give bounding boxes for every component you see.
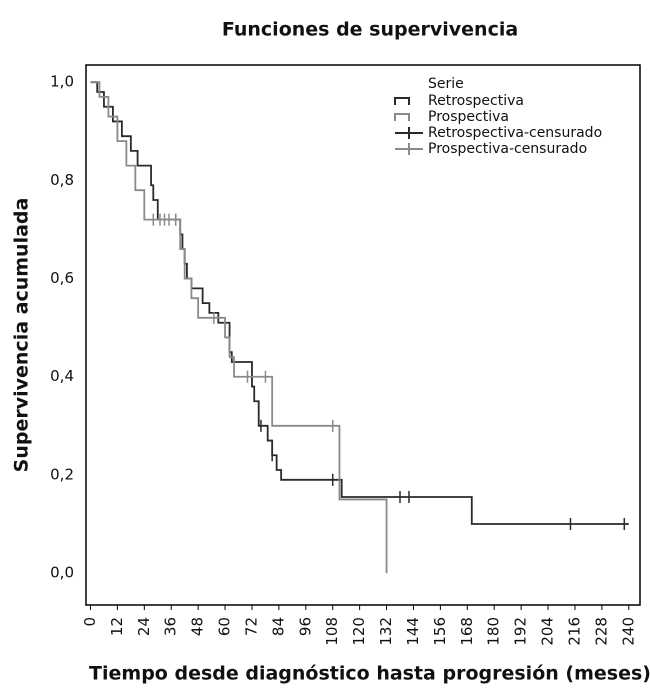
y-tick-label: 1,0 xyxy=(50,73,74,91)
y-tick-label: 0,6 xyxy=(50,269,74,287)
x-tick-label: 240 xyxy=(619,617,637,646)
legend-swatch xyxy=(394,113,410,121)
legend-label: Prospectiva-censurado xyxy=(428,141,587,157)
x-tick-label: 0 xyxy=(81,617,99,627)
x-tick-label: 144 xyxy=(404,617,422,646)
survival-line xyxy=(90,81,388,574)
legend-title: Serie xyxy=(428,76,464,92)
plot-frame xyxy=(85,64,641,606)
y-tick-label: 0,0 xyxy=(50,564,74,582)
x-tick-label: 48 xyxy=(189,617,207,636)
x-tick-label: 108 xyxy=(323,617,341,646)
x-tick-label: 168 xyxy=(458,617,476,646)
x-axis-label: Tiempo desde diagnóstico hasta progresió… xyxy=(89,663,650,685)
y-tick-label: 0,8 xyxy=(50,171,74,189)
x-tick-label: 180 xyxy=(485,617,503,646)
legend-swatch xyxy=(394,97,410,105)
x-tick-label: 192 xyxy=(512,617,530,646)
x-tick-label: 12 xyxy=(108,617,126,636)
chart-title: Funciones de supervivencia xyxy=(222,19,518,41)
legend-label: Retrospectiva-censurado xyxy=(428,125,602,141)
x-tick-label: 96 xyxy=(296,617,314,636)
x-tick-label: 228 xyxy=(592,617,610,646)
x-tick-label: 120 xyxy=(350,617,368,646)
x-tick-label: 36 xyxy=(162,617,180,636)
legend-label: Prospectiva xyxy=(428,109,509,125)
x-tick-label: 60 xyxy=(216,617,234,636)
y-tick-label: 0,2 xyxy=(50,465,74,483)
x-tick-label: 156 xyxy=(431,617,449,646)
x-tick-label: 24 xyxy=(135,617,153,636)
x-tick-label: 72 xyxy=(242,617,260,636)
x-tick-label: 84 xyxy=(269,617,287,636)
x-tick-label: 132 xyxy=(377,617,395,646)
y-tick-label: 0,4 xyxy=(50,367,74,385)
y-axis-label: Supervivencia acumulada xyxy=(11,198,33,473)
x-tick-label: 216 xyxy=(565,617,583,646)
legend-label: Retrospectiva xyxy=(428,93,524,109)
survival-line xyxy=(90,81,629,525)
x-tick-label: 204 xyxy=(539,617,557,646)
